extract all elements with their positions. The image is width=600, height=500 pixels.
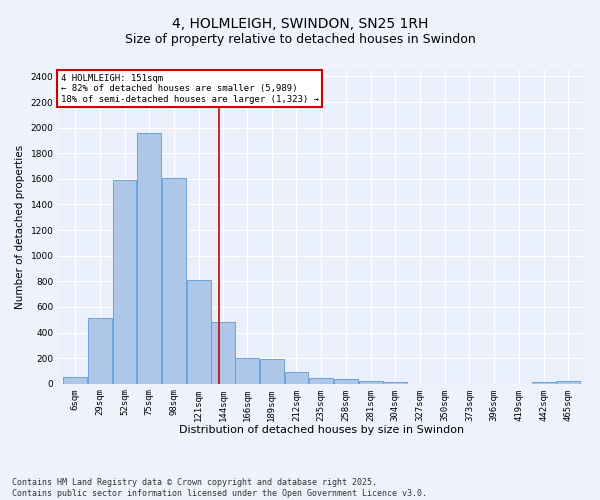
Bar [162,178,186,384]
Bar [334,379,358,384]
Bar [187,280,211,384]
Bar [260,359,284,384]
Bar [88,318,112,384]
Bar [211,322,235,384]
Bar [359,380,383,384]
Bar [113,180,136,384]
Bar [284,372,308,384]
Text: Contains HM Land Registry data © Crown copyright and database right 2025.
Contai: Contains HM Land Registry data © Crown c… [12,478,427,498]
X-axis label: Distribution of detached houses by size in Swindon: Distribution of detached houses by size … [179,425,464,435]
Y-axis label: Number of detached properties: Number of detached properties [15,145,25,309]
Text: 4, HOLMLEIGH, SWINDON, SN25 1RH: 4, HOLMLEIGH, SWINDON, SN25 1RH [172,18,428,32]
Text: 4 HOLMLEIGH: 151sqm
← 82% of detached houses are smaller (5,989)
18% of semi-det: 4 HOLMLEIGH: 151sqm ← 82% of detached ho… [61,74,319,104]
Bar [63,376,87,384]
Bar [235,358,259,384]
Bar [137,132,161,384]
Bar [532,382,556,384]
Bar [383,382,407,384]
Text: Size of property relative to detached houses in Swindon: Size of property relative to detached ho… [125,32,475,46]
Bar [556,380,580,384]
Bar [309,378,333,384]
